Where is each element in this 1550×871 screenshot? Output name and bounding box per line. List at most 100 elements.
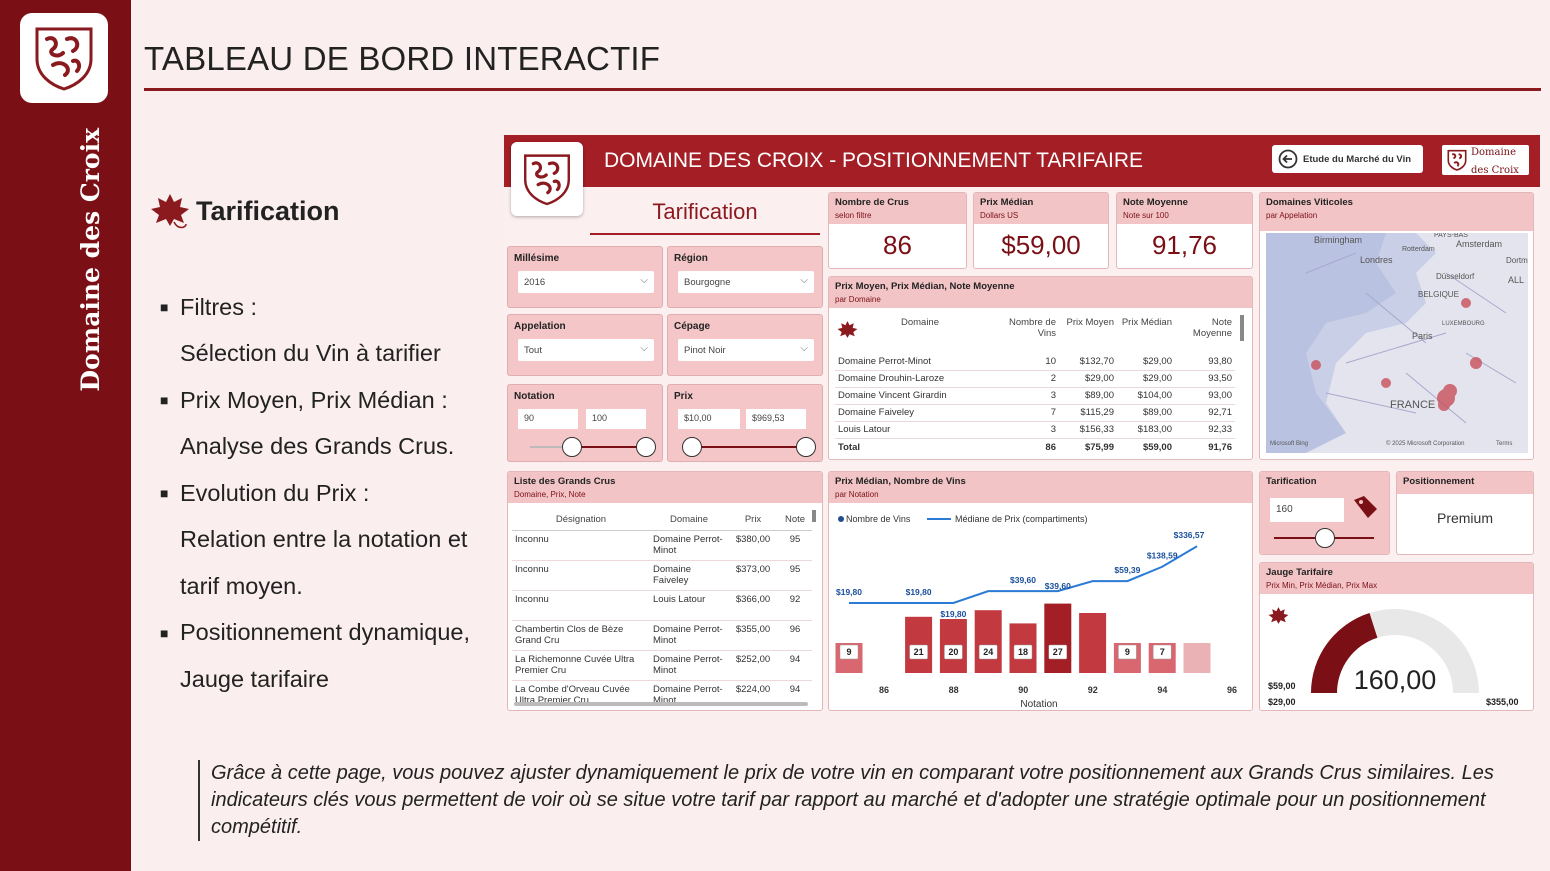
- bar-label: 18: [1018, 647, 1028, 657]
- card-subtitle: Domaine, Prix, Note: [514, 490, 586, 499]
- millesime-dropdown[interactable]: 2016 ⌵: [518, 271, 654, 293]
- price-tag-icon: [1354, 496, 1377, 518]
- filter-region: Région Bourgogne ⌵: [667, 246, 823, 308]
- table-header-row: Domaine Nombre de Vins Prix Moyen Prix M…: [835, 317, 1235, 353]
- line-label: $39,60: [1045, 581, 1071, 591]
- total-cell: Total: [835, 437, 1005, 456]
- table-cell: $132,70: [1059, 353, 1117, 371]
- notation-min-handle[interactable]: [562, 437, 582, 457]
- prix-max-handle[interactable]: [796, 437, 816, 457]
- title-divider: [144, 88, 1541, 91]
- prix-min-input[interactable]: $10,00: [678, 409, 740, 429]
- chart-card: Prix Médian, Nombre de Vins par Notation …: [828, 471, 1253, 711]
- table-row[interactable]: Inconnu Louis Latour $366,00 92: [512, 590, 812, 621]
- notation-max-input[interactable]: 100: [586, 409, 646, 429]
- grape-leaf-icon: [151, 194, 189, 229]
- tarification-handle[interactable]: [1315, 528, 1335, 548]
- brand-logo[interactable]: [20, 13, 108, 103]
- table-cell: Domaine Perrot-Minot: [650, 650, 728, 681]
- column-header[interactable]: Prix Moyen: [1066, 317, 1114, 328]
- kpi-value: $59,00: [1001, 230, 1081, 260]
- table-row[interactable]: Domaine Faiveley 7 $115,29 $89,00 92,71: [835, 404, 1235, 422]
- x-tick-label: 92: [1088, 685, 1098, 695]
- table-row[interactable]: Inconnu Domaine Perrot-Minot $380,00 95: [512, 530, 812, 561]
- map-label: Microsoft Bing: [1270, 441, 1308, 447]
- column-header[interactable]: Prix: [744, 514, 762, 526]
- scrollbar[interactable]: [812, 510, 816, 522]
- price-chart[interactable]: Nombre de Vins Médiane de Prix (compartim…: [829, 508, 1253, 710]
- bar-label: 7: [1160, 647, 1165, 657]
- table-cell: $380,00: [728, 530, 778, 561]
- table-row[interactable]: Chambertin Clos de Bèze Grand Cru Domaine…: [512, 620, 812, 651]
- bullet-list: ■ Filtres : Sélection du Vin à tarifier ■…: [160, 284, 500, 703]
- table-row[interactable]: Inconnu Domaine Faiveley $373,00 95: [512, 560, 812, 591]
- chevron-down-icon: ⌵: [800, 343, 808, 354]
- table-row[interactable]: Domaine Drouhin-Laroze 2 $29,00 $29,00 93,50: [835, 370, 1235, 388]
- bar-label: 9: [1125, 647, 1130, 657]
- notation-min-input[interactable]: 90: [518, 409, 578, 429]
- table-cell: Domaine Perrot-Minot: [650, 620, 728, 651]
- bullet-head: Prix Moyen, Prix Médian :: [180, 386, 448, 413]
- kpi-header: Nombre de Crus selon filtre: [829, 193, 966, 224]
- bullet-marker-icon: ■: [160, 624, 169, 641]
- summary-table-card: Prix Moyen, Prix Médian, Note Moyenne par…: [828, 276, 1253, 460]
- table-cell: $156,33: [1059, 421, 1117, 439]
- column-header[interactable]: Domaine: [900, 317, 940, 328]
- sidebar: Domaine des Croix: [0, 0, 131, 871]
- table-cell: Domaine Faiveley: [835, 404, 1005, 422]
- map-card: Domaines Viticoles par Appelation Birming…: [1259, 192, 1534, 460]
- region-map[interactable]: Birmingham Londres Amsterdam Rotterdam P…: [1266, 233, 1528, 453]
- bullet-head: Evolution du Prix :: [180, 479, 370, 506]
- scrollbar[interactable]: [1240, 315, 1244, 341]
- table-cell: La Richemonne Cuvée Ultra Premier Cru: [512, 650, 650, 681]
- table-row[interactable]: La Richemonne Cuvée Ultra Premier Cru Dom…: [512, 650, 812, 681]
- column-header[interactable]: Note: [784, 514, 806, 526]
- table-cell: 94: [778, 650, 812, 681]
- gauge-value: 160,00: [1354, 665, 1437, 695]
- back-arrow-icon: [1278, 149, 1298, 169]
- bullet-head: Filtres :: [180, 293, 258, 320]
- table-cell: 92,33: [1175, 421, 1235, 439]
- kpi-sub: Note sur 100: [1123, 211, 1169, 220]
- dashboard-section-title: Tarification: [652, 199, 758, 224]
- column-header[interactable]: Prix Médian: [1121, 317, 1172, 328]
- region-dropdown[interactable]: Bourgogne ⌵: [678, 271, 814, 293]
- cepage-dropdown[interactable]: Pinot Noir ⌵: [678, 339, 814, 361]
- table-cell: $29,00: [1117, 353, 1175, 371]
- table-row[interactable]: Louis Latour 3 $156,33 $183,00 92,33: [835, 421, 1235, 439]
- column-header[interactable]: Désignation: [555, 514, 607, 526]
- table-cell: 2: [1005, 370, 1059, 388]
- column-header[interactable]: Nombre de Vins: [1009, 317, 1056, 339]
- table-cell: Chambertin Clos de Bèze Grand Cru: [512, 620, 650, 651]
- market-study-button[interactable]: Etude du Marché du Vin: [1272, 145, 1423, 173]
- crest-icon: [524, 154, 570, 206]
- bar-label: 20: [948, 647, 958, 657]
- horizontal-scrollbar[interactable]: [514, 702, 808, 706]
- gauge-min-label: $29,00: [1268, 697, 1296, 707]
- filter-notation: Notation 90 100: [507, 384, 663, 462]
- tarification-input[interactable]: 160: [1270, 498, 1344, 522]
- chart-bar: [1044, 603, 1072, 673]
- card-header: Prix Moyen, Prix Médian, Note Moyenne par…: [829, 277, 1252, 308]
- column-header[interactable]: Note Moyenne: [1192, 317, 1232, 339]
- table-row[interactable]: Domaine Perrot-Minot 10 $132,70 $29,00 93,80: [835, 353, 1235, 371]
- table-row[interactable]: Domaine Vincent Girardin 3 $89,00 $104,00 93…: [835, 387, 1235, 405]
- table-cell: $366,00: [728, 590, 778, 621]
- grape-leaf-icon: [837, 319, 859, 346]
- kpi-label: Nombre de Crus: [835, 197, 909, 208]
- price-gauge: 160,00 $59,00 $29,00 $355,00: [1268, 609, 1519, 707]
- bullet-sub: Analyse des Grands Crus.: [180, 433, 455, 460]
- prix-max-input[interactable]: $969,53: [746, 409, 806, 429]
- table-cell: Inconnu: [512, 560, 650, 591]
- bar-label-box: [1013, 644, 1033, 660]
- map-label: LUXEMBOURG: [1442, 321, 1485, 327]
- appelation-dropdown[interactable]: Tout ⌵: [518, 339, 654, 361]
- card-subtitle: Prix Min, Prix Médian, Prix Max: [1266, 581, 1378, 590]
- table-cell: $252,00: [728, 650, 778, 681]
- gauge-fill: [1311, 612, 1378, 693]
- bullet-sub: Sélection du Vin à tarifier: [180, 340, 441, 367]
- notation-max-handle[interactable]: [636, 437, 656, 457]
- prix-min-handle[interactable]: [682, 437, 702, 457]
- column-header[interactable]: Domaine: [669, 514, 709, 526]
- bullet-marker-icon: ■: [160, 485, 169, 502]
